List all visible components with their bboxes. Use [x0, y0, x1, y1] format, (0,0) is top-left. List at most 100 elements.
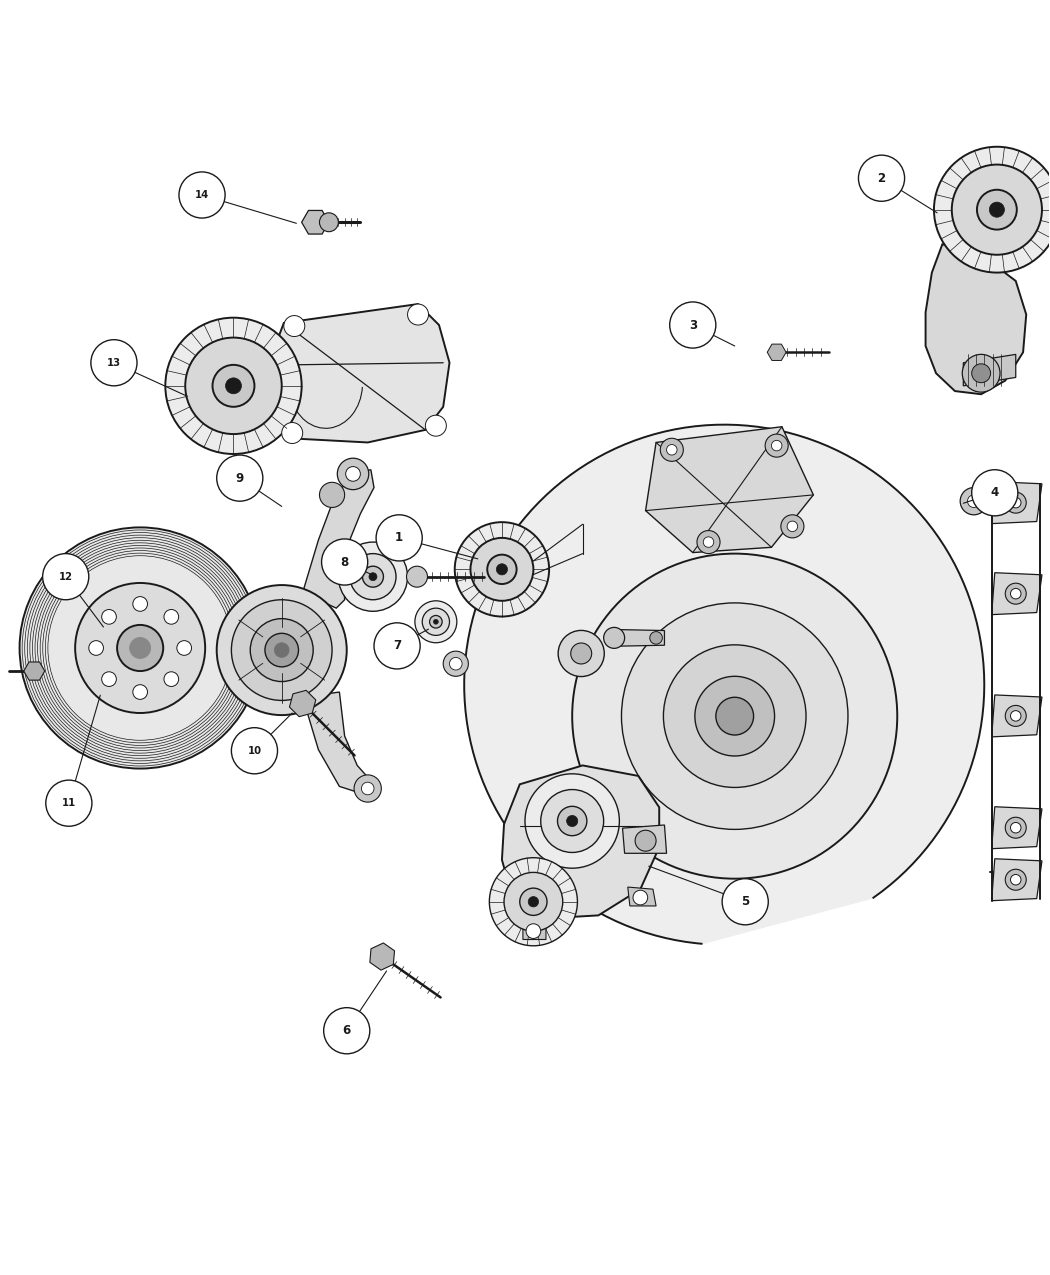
- Polygon shape: [623, 825, 667, 853]
- Circle shape: [633, 890, 648, 905]
- Circle shape: [374, 622, 420, 669]
- Circle shape: [425, 416, 446, 436]
- Circle shape: [635, 830, 656, 852]
- Circle shape: [604, 627, 625, 649]
- Circle shape: [164, 609, 179, 625]
- Circle shape: [422, 608, 449, 635]
- Text: 4: 4: [990, 486, 999, 500]
- Polygon shape: [991, 482, 1042, 524]
- Polygon shape: [628, 887, 656, 907]
- Circle shape: [558, 806, 587, 835]
- Circle shape: [772, 440, 782, 451]
- Circle shape: [449, 658, 462, 669]
- Circle shape: [265, 634, 298, 667]
- Circle shape: [164, 672, 179, 686]
- Circle shape: [1005, 817, 1026, 838]
- Polygon shape: [991, 695, 1042, 737]
- Polygon shape: [646, 427, 814, 552]
- Circle shape: [1010, 710, 1021, 722]
- Circle shape: [704, 537, 714, 547]
- Circle shape: [323, 1007, 370, 1054]
- Text: 6: 6: [342, 1024, 351, 1038]
- Circle shape: [1005, 492, 1026, 513]
- Circle shape: [504, 872, 563, 931]
- Circle shape: [1010, 497, 1021, 507]
- Circle shape: [962, 354, 1000, 393]
- Circle shape: [622, 603, 848, 830]
- Polygon shape: [302, 692, 374, 794]
- Circle shape: [415, 601, 457, 643]
- Circle shape: [487, 555, 517, 584]
- Circle shape: [132, 597, 147, 611]
- Circle shape: [967, 495, 980, 507]
- Circle shape: [216, 585, 346, 715]
- Circle shape: [1005, 583, 1026, 604]
- Circle shape: [434, 620, 438, 625]
- Circle shape: [361, 782, 374, 794]
- Text: 11: 11: [62, 798, 76, 808]
- Circle shape: [541, 789, 604, 853]
- Polygon shape: [265, 303, 449, 442]
- Circle shape: [951, 164, 1042, 255]
- Circle shape: [354, 775, 381, 802]
- Circle shape: [165, 317, 301, 454]
- Circle shape: [429, 616, 442, 629]
- Polygon shape: [614, 630, 665, 646]
- Circle shape: [338, 542, 407, 611]
- Circle shape: [716, 697, 754, 734]
- Text: 14: 14: [195, 190, 209, 200]
- Text: 2: 2: [878, 172, 885, 185]
- Circle shape: [102, 672, 117, 686]
- Circle shape: [43, 553, 89, 599]
- Circle shape: [528, 896, 539, 907]
- Circle shape: [284, 316, 304, 337]
- Circle shape: [697, 530, 720, 553]
- Circle shape: [976, 190, 1016, 230]
- Circle shape: [443, 652, 468, 676]
- Circle shape: [102, 609, 117, 625]
- Circle shape: [20, 528, 260, 769]
- Circle shape: [321, 539, 368, 585]
- Circle shape: [722, 878, 769, 924]
- Circle shape: [1005, 705, 1026, 727]
- Circle shape: [407, 303, 428, 325]
- Circle shape: [859, 156, 905, 201]
- Text: 12: 12: [59, 571, 72, 581]
- Circle shape: [571, 643, 592, 664]
- Text: 8: 8: [340, 556, 349, 569]
- Circle shape: [664, 645, 806, 788]
- Circle shape: [971, 469, 1017, 516]
- Text: 1: 1: [395, 532, 403, 544]
- Polygon shape: [523, 921, 546, 940]
- Text: 3: 3: [689, 319, 697, 332]
- Circle shape: [525, 774, 620, 868]
- Circle shape: [765, 434, 789, 458]
- Circle shape: [250, 618, 313, 682]
- Text: 7: 7: [393, 639, 401, 653]
- Circle shape: [231, 728, 277, 774]
- Circle shape: [1010, 589, 1021, 599]
- Circle shape: [567, 816, 578, 826]
- Circle shape: [345, 467, 360, 481]
- Circle shape: [489, 858, 578, 946]
- Circle shape: [337, 458, 369, 490]
- Polygon shape: [302, 469, 374, 608]
- Circle shape: [89, 640, 104, 655]
- Circle shape: [132, 685, 147, 700]
- Circle shape: [176, 640, 191, 655]
- Circle shape: [129, 638, 150, 658]
- Text: 9: 9: [235, 472, 244, 484]
- Polygon shape: [991, 807, 1042, 849]
- Circle shape: [226, 377, 242, 394]
- Circle shape: [667, 445, 677, 455]
- Circle shape: [989, 203, 1005, 217]
- Polygon shape: [991, 572, 1042, 615]
- Circle shape: [406, 566, 427, 588]
- Circle shape: [650, 631, 663, 644]
- Circle shape: [660, 439, 684, 462]
- Circle shape: [695, 676, 775, 756]
- Circle shape: [274, 643, 289, 658]
- Text: 13: 13: [107, 358, 121, 367]
- Circle shape: [362, 566, 383, 588]
- Circle shape: [319, 213, 338, 232]
